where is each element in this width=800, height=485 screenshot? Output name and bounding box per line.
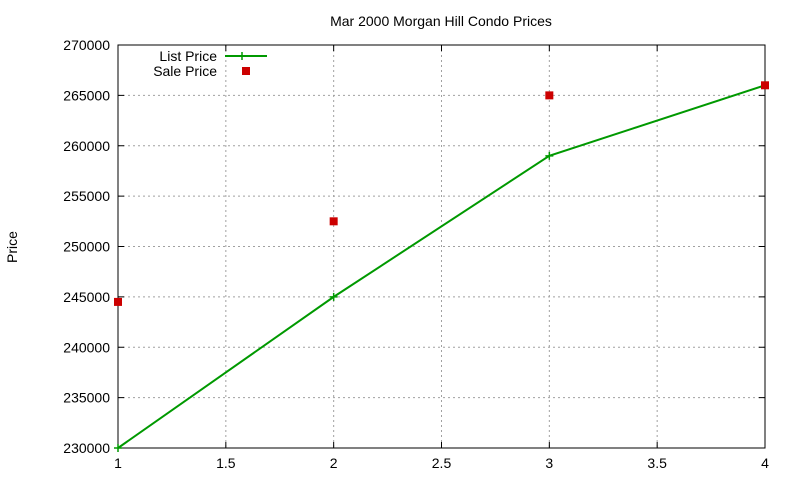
y-tick-label: 255000: [63, 188, 110, 204]
y-tick-label: 260000: [63, 138, 110, 154]
chart-title: Mar 2000 Morgan Hill Condo Prices: [330, 13, 552, 29]
sale-price-point: [761, 81, 769, 90]
y-tick-label: 245000: [63, 289, 110, 305]
legend-label: Sale Price: [153, 63, 217, 79]
plot-border: [117, 44, 766, 449]
sale-price-point: [329, 217, 338, 226]
sale-price-point: [545, 91, 554, 100]
sale-price-point: [114, 297, 122, 306]
y-tick-label: 270000: [63, 37, 110, 53]
y-tick-label: 230000: [63, 440, 110, 456]
x-tick-label: 4: [761, 455, 769, 471]
x-tick-label: 2: [330, 455, 338, 471]
x-tick-label: 3.5: [647, 455, 667, 471]
y-tick-label: 250000: [63, 239, 110, 255]
y-axis-label: Price: [4, 231, 20, 263]
list-price-point: [114, 444, 122, 452]
list-price-line: [117, 84, 766, 449]
y-tick-label: 240000: [63, 339, 110, 355]
x-tick-label: 3: [545, 455, 553, 471]
legend-marker: [242, 67, 250, 75]
legend-label: List Price: [159, 48, 217, 64]
y-tick-label: 235000: [63, 390, 110, 406]
x-tick-label: 1: [114, 455, 122, 471]
list-price-point: [329, 292, 338, 301]
x-tick-label: 1.5: [216, 455, 236, 471]
list-price-point: [545, 151, 554, 160]
y-tick-label: 265000: [63, 87, 110, 103]
x-tick-label: 2.5: [432, 455, 452, 471]
